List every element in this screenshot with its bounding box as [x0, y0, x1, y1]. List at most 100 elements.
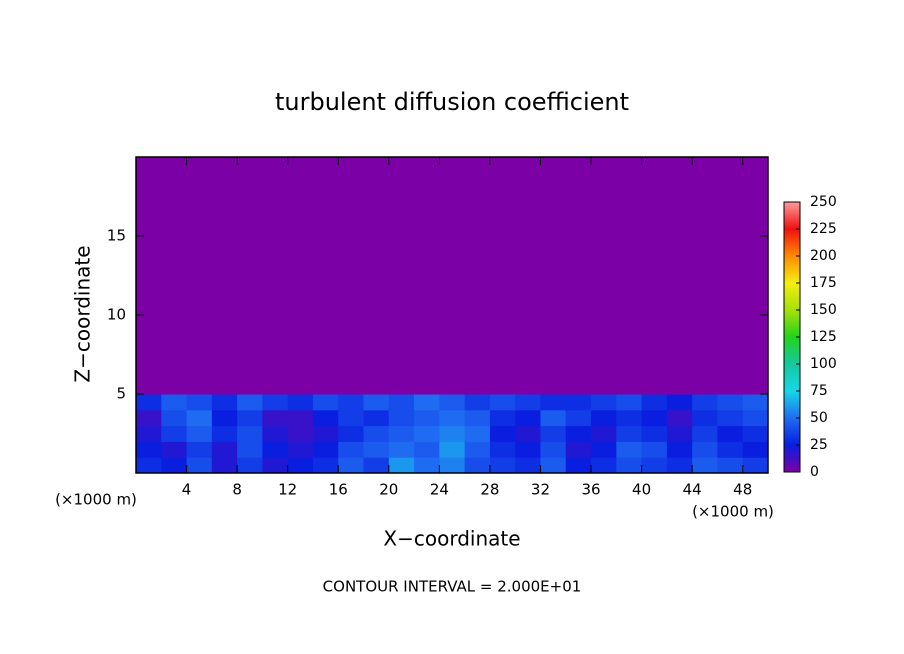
heatmap-cell: [717, 441, 744, 458]
heatmap-cell: [616, 283, 643, 300]
heatmap-cell: [540, 362, 567, 379]
heatmap-cell: [641, 204, 668, 221]
heatmap-cell: [717, 267, 744, 284]
heatmap-cell: [262, 236, 289, 253]
heatmap-cell: [616, 425, 643, 442]
heatmap-cell: [591, 188, 617, 205]
heatmap-cell: [439, 283, 466, 300]
heatmap-cell: [262, 204, 289, 221]
heatmap-cell: [641, 425, 668, 442]
heatmap-cell: [262, 441, 289, 458]
heatmap-cell: [186, 220, 213, 237]
heatmap-cell: [338, 394, 365, 411]
heatmap-cell: [742, 457, 769, 474]
heatmap-cell: [414, 441, 440, 458]
heatmap-cell: [666, 315, 693, 332]
heatmap-cell: [287, 315, 314, 332]
heatmap-cell: [211, 362, 238, 379]
heatmap-cell: [591, 330, 617, 348]
heatmap-cell: [338, 267, 365, 284]
heatmap-cell: [641, 251, 668, 269]
heatmap-cell: [464, 330, 491, 348]
heatmap-cell: [287, 157, 314, 174]
heatmap-cell: [287, 378, 314, 395]
heatmap-cell: [237, 441, 263, 458]
heatmap-cell: [742, 220, 769, 237]
heatmap-cell: [464, 251, 491, 269]
heatmap-cell: [565, 457, 592, 474]
heatmap-cell: [692, 172, 718, 190]
heatmap-cell: [262, 457, 289, 474]
heatmap-cell: [388, 283, 415, 300]
heatmap-cell: [464, 299, 491, 316]
heatmap-cell: [439, 378, 466, 395]
heatmap-cell: [464, 346, 491, 363]
heatmap-cell: [616, 220, 643, 237]
heatmap-cell: [211, 346, 238, 363]
heatmap-cell: [692, 204, 718, 221]
heatmap-cell: [464, 172, 491, 190]
heatmap-cell: [414, 204, 440, 221]
heatmap-cell: [591, 299, 617, 316]
heatmap-cell: [363, 172, 390, 190]
x-tick-label: 8: [232, 481, 242, 499]
heatmap-cell: [136, 172, 162, 190]
heatmap-cell: [414, 394, 440, 411]
heatmap-cell: [591, 394, 617, 411]
heatmap-cell: [591, 441, 617, 458]
heatmap-cell: [388, 188, 415, 205]
heatmap-cell: [616, 362, 643, 379]
heatmap-cell: [388, 346, 415, 363]
heatmap-cell: [439, 299, 466, 316]
heatmap-cell: [161, 457, 188, 474]
heatmap-cell: [489, 188, 516, 205]
heatmap-cell: [641, 346, 668, 363]
heatmap-cell: [489, 172, 516, 190]
heatmap-cell: [439, 457, 466, 474]
heatmap-cell: [641, 315, 668, 332]
heatmap-cell: [312, 220, 339, 237]
heatmap-cell: [742, 157, 769, 174]
heatmap-cell: [211, 157, 238, 174]
heatmap-cell: [717, 251, 744, 269]
heatmap-cell: [262, 315, 289, 332]
heatmap-cell: [161, 362, 188, 379]
heatmap-cell: [591, 362, 617, 379]
heatmap-cell: [565, 236, 592, 253]
heatmap-cell: [338, 220, 365, 237]
heatmap-cell: [388, 157, 415, 174]
heatmap-cell: [338, 457, 365, 474]
heatmap-cell: [540, 172, 567, 190]
heatmap-cell: [186, 315, 213, 332]
heatmap-cell: [161, 157, 188, 174]
heatmap-cell: [312, 346, 339, 363]
heatmap-cell: [136, 378, 162, 395]
heatmap-cell: [262, 394, 289, 411]
heatmap-cell: [439, 315, 466, 332]
heatmap-cell: [717, 425, 744, 442]
heatmap-cell: [136, 394, 162, 411]
heatmap-cell: [414, 315, 440, 332]
heatmap-cell: [616, 204, 643, 221]
heatmap-cell: [338, 409, 365, 427]
heatmap-cell: [515, 283, 541, 300]
heatmap-cell: [237, 394, 263, 411]
x-tick-label: 4: [182, 481, 192, 499]
heatmap-cell: [388, 220, 415, 237]
heatmap-cell: [186, 283, 213, 300]
heatmap-cell: [464, 267, 491, 284]
heatmap-cell: [262, 330, 289, 348]
heatmap-cell: [211, 188, 238, 205]
heatmap-cell: [666, 267, 693, 284]
heatmap-cell: [515, 362, 541, 379]
heatmap-cell: [338, 315, 365, 332]
heatmap-cell: [717, 378, 744, 395]
heatmap-cell: [186, 188, 213, 205]
heatmap-cell: [641, 172, 668, 190]
heatmap-cell: [692, 188, 718, 205]
heatmap-cell: [515, 425, 541, 442]
heatmap-cell: [439, 267, 466, 284]
heatmap-cell: [565, 251, 592, 269]
heatmap-cell: [591, 204, 617, 221]
heatmap-cell: [262, 267, 289, 284]
